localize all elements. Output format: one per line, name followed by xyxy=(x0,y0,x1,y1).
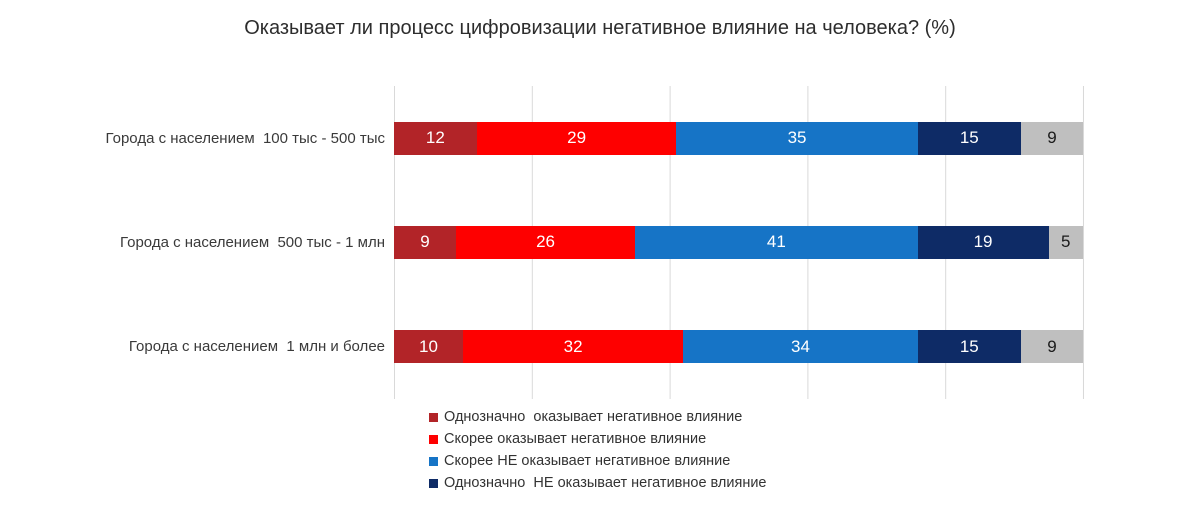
legend-item-definitely-not-negative: Однозначно НЕ оказывает негативное влиян… xyxy=(429,472,767,494)
segment-value: 15 xyxy=(959,336,979,356)
bar-segment-rather-negative: 29 xyxy=(476,121,677,155)
legend-label: Скорее НЕ оказывает негативное влияние xyxy=(444,453,731,469)
segment-value: 34 xyxy=(791,336,810,356)
bar-segment-definitely-negative: 9 xyxy=(394,225,456,259)
segment-value: 15 xyxy=(959,128,979,148)
legend-label: Скорее оказывает негативное влияние xyxy=(444,431,707,447)
bar-segment-no-answer: 9 xyxy=(1020,121,1083,155)
segment-value: 9 xyxy=(1047,336,1057,356)
bar-segment-definitely-not-negative: 15 xyxy=(917,330,1021,364)
legend-swatch-icon xyxy=(429,412,438,422)
category-label: Города с населением 100 тыс - 500 тыс xyxy=(105,129,386,147)
segment-value: 26 xyxy=(536,232,556,252)
stacked-bar: 12 29 35 15 9 xyxy=(394,121,1083,155)
segment-value: 10 xyxy=(418,336,438,356)
bar-segment-rather-not-negative: 34 xyxy=(683,330,918,364)
segment-value: 19 xyxy=(973,232,993,252)
bar-segment-rather-not-negative: 35 xyxy=(676,121,918,155)
stacked-bar: 9 26 41 19 5 xyxy=(394,225,1083,259)
segment-value: 35 xyxy=(787,128,807,148)
segment-value: 32 xyxy=(563,336,583,356)
bar-row: Города с населением 1 млн и более 10 32 … xyxy=(0,295,1084,399)
bar-segment-no-answer: 9 xyxy=(1020,330,1083,364)
segment-value: 5 xyxy=(1061,232,1071,252)
legend-item-rather-negative: Скорее оказывает негативное влияние xyxy=(429,428,767,450)
bar-segment-definitely-not-negative: 19 xyxy=(917,225,1049,259)
legend-swatch-icon xyxy=(429,456,438,466)
segment-value: 41 xyxy=(766,232,786,252)
segment-value: 9 xyxy=(1047,128,1057,148)
segment-value: 9 xyxy=(420,232,430,252)
legend-item-definitely-negative: Однозначно оказывает негативное влияние xyxy=(429,406,767,428)
legend-swatch-icon xyxy=(429,478,438,488)
bar-row: Города с населением 500 тыс - 1 млн 9 26… xyxy=(0,190,1084,294)
legend-swatch-icon xyxy=(429,434,438,444)
bar-row: Города с населением 100 тыс - 500 тыс 12… xyxy=(0,86,1084,190)
bar-segment-definitely-not-negative: 15 xyxy=(917,121,1021,155)
bar-segment-definitely-negative: 10 xyxy=(394,330,463,364)
legend: Однозначно оказывает негативное влияние … xyxy=(429,406,767,494)
bar-segment-definitely-negative: 12 xyxy=(394,121,477,155)
stacked-bar: 10 32 34 15 9 xyxy=(394,330,1083,364)
bar-segment-rather-negative: 26 xyxy=(456,225,636,259)
bar-segment-no-answer: 5 xyxy=(1048,225,1083,259)
bar-segment-rather-negative: 32 xyxy=(462,330,684,364)
legend-label: Однозначно оказывает негативное влияние xyxy=(444,409,743,425)
bar-rows: Города с населением 100 тыс - 500 тыс 12… xyxy=(0,86,1084,399)
chart-title: Оказывает ли процесс цифровизации негати… xyxy=(244,17,956,39)
legend-item-rather-not-negative: Скорее НЕ оказывает негативное влияние xyxy=(429,450,767,472)
segment-value: 12 xyxy=(425,128,445,148)
category-label: Города с населением 500 тыс - 1 млн xyxy=(120,233,385,251)
bar-segment-rather-not-negative: 41 xyxy=(635,225,918,259)
legend-label: Однозначно НЕ оказывает негативное влиян… xyxy=(444,475,767,491)
segment-value: 29 xyxy=(567,128,587,148)
category-label: Города с населением 1 млн и более xyxy=(128,338,385,356)
